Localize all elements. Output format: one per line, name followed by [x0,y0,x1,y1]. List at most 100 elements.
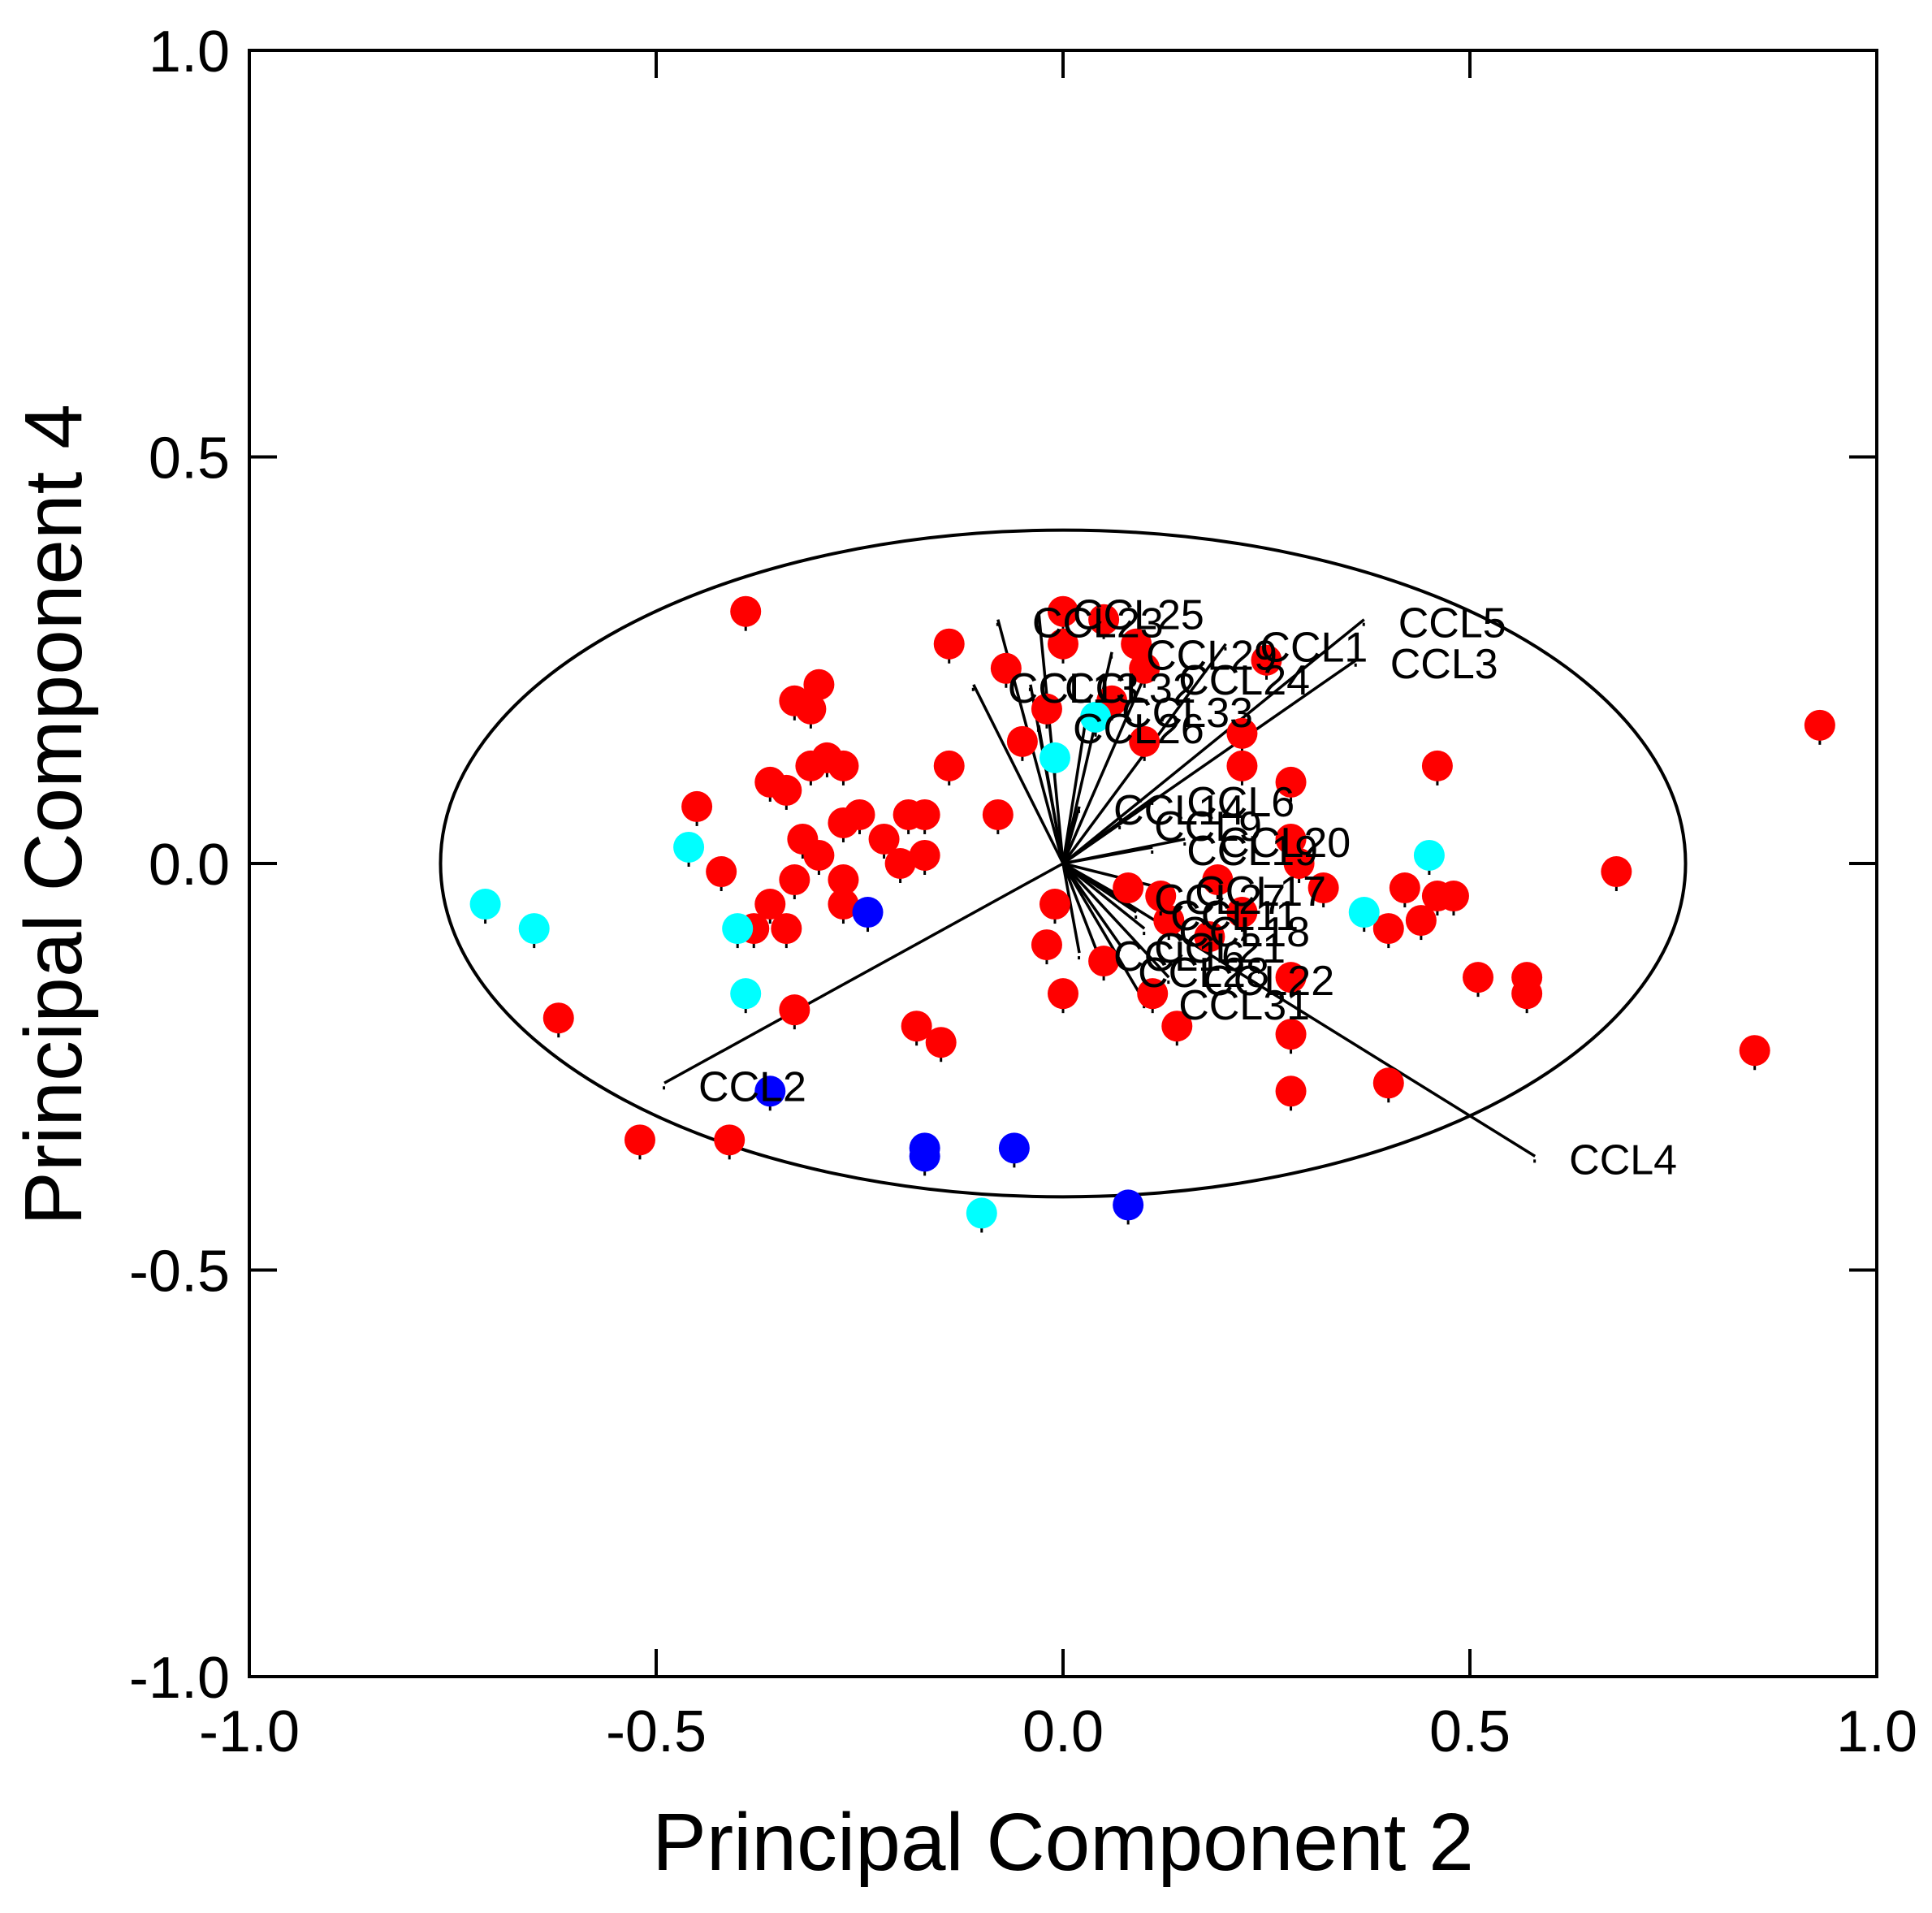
data-point-red-22 [779,864,810,896]
point-tick-red-6 [809,780,812,786]
loading-vector-ccl31 [1061,863,1146,1003]
point-tick-red-67 [1175,1041,1178,1046]
data-point-red-44 [1421,750,1453,781]
point-tick-red-79 [1110,715,1113,721]
data-point-red-4 [795,693,827,725]
data-point-cyan-7 [966,1197,997,1229]
point-tick-cyan-0 [687,861,690,867]
point-tick-red-65 [1102,976,1105,981]
point-tick-red-5 [825,772,828,777]
point-tick-red-62 [1053,919,1057,924]
point-tick-red-15 [841,837,845,842]
data-point-red-17 [868,823,900,855]
data-point-red-28 [779,994,810,1026]
point-tick-red-57 [1476,992,1480,998]
point-tick-red-59 [1525,1008,1528,1014]
vector-label-ccl33: CCL33 [1122,690,1253,737]
data-point-red-1 [933,628,965,660]
data-point-red-29 [542,1002,574,1034]
data-point-red-14 [909,799,940,830]
vector-label-ccl6: CCL6 [1186,779,1294,826]
data-point-red-42 [1226,750,1258,781]
loading-vector-tip-ccl5 [1362,622,1365,626]
y-axis-title: Principal Component 4 [8,404,99,1226]
loading-vector-ccl2 [663,862,1064,1084]
data-point-red-59 [1511,978,1543,1010]
y-tick-label-0: 1.0 [149,19,230,84]
point-tick-blue-4 [1013,1162,1016,1168]
data-point-red-21 [706,856,737,888]
loading-vector-tip-ccl9 [1118,825,1122,829]
loading-vector-tip-ccl16 [1078,956,1081,960]
point-tick-red-16 [801,853,804,859]
data-point-red-45 [1129,725,1160,757]
point-tick-red-70 [1290,1106,1293,1111]
loading-vector-tip-ccl19 [1151,850,1154,854]
point-tick-red-68 [1290,992,1293,998]
data-point-red-57 [1463,962,1494,993]
point-tick-red-21 [720,886,723,892]
point-tick-red-9 [768,796,772,802]
point-tick-red-37 [1102,634,1105,639]
loading-vector-ccl22 [1061,862,1170,979]
data-point-red-18 [803,839,835,871]
vector-label-ccl2: CCL2 [698,1063,806,1110]
loading-vector-ccl5 [1061,618,1365,865]
data-point-red-48 [1283,848,1315,879]
loading-vector-tip-ccl2 [663,1086,666,1090]
point-tick-red-3 [793,715,796,721]
loading-vector-tip-ccl14 [1078,809,1081,813]
vector-label-ccl25: CCL25 [1073,592,1204,639]
point-tick-red-31 [940,1057,943,1063]
data-point-red-74 [1226,897,1258,928]
loading-vector-tip-ccl4 [1533,1159,1537,1163]
data-point-cyan-6 [1348,897,1380,928]
data-point-red-53 [1437,881,1469,912]
data-point-red-31 [925,1027,957,1058]
data-point-red-25 [828,889,859,920]
loading-vector-ccl26 [1037,725,1065,864]
point-tick-red-69 [1290,1049,1293,1054]
data-point-red-68 [1275,962,1307,993]
data-point-red-67 [1161,1011,1193,1042]
data-point-red-36 [1048,595,1078,627]
vector-label-ccl19: CCL19 [1186,828,1318,875]
loading-vector-ccl25 [1037,611,1065,864]
vector-label-ccl14: CCL14 [1113,787,1245,834]
point-tick-cyan-6 [1363,927,1366,933]
point-tick-red-7 [841,780,845,786]
data-point-blue-5 [1113,1189,1144,1221]
loading-vector-tip-ccl3 [1354,663,1357,667]
x-tick-label-4: 1.0 [1836,1699,1917,1764]
loading-vector-ccl17 [1062,862,1161,889]
data-point-cyan-5 [1413,839,1445,871]
data-point-red-19 [884,848,916,879]
point-tick-red-51 [1403,902,1407,908]
point-tick-red-27 [784,943,788,949]
data-point-red-33 [714,1124,746,1156]
point-tick-red-0 [744,625,747,631]
loading-vector-tip-ccl18 [1143,932,1146,936]
data-point-red-43 [1275,766,1307,798]
data-point-cyan-8 [1080,701,1112,733]
point-tick-cyan-4 [744,1008,747,1014]
data-point-red-55 [1405,905,1437,937]
data-point-red-54 [1372,913,1404,945]
data-point-red-10 [771,774,802,806]
data-point-cyan-1 [469,889,501,920]
point-tick-red-19 [899,878,902,883]
loading-vector-ccl18 [1061,862,1146,930]
point-tick-cyan-1 [484,919,487,924]
loading-vector-ccl9 [1061,821,1122,865]
x-tick-label-3: 0.5 [1429,1699,1511,1764]
data-point-red-11 [681,790,713,822]
point-tick-red-30 [915,1041,918,1046]
vector-label-ccl27: CCL27 [1154,876,1286,924]
data-point-cyan-4 [730,978,762,1010]
point-tick-red-42 [1240,780,1243,786]
loading-vector-ccl33 [1061,708,1089,864]
data-point-red-41 [1226,717,1258,749]
